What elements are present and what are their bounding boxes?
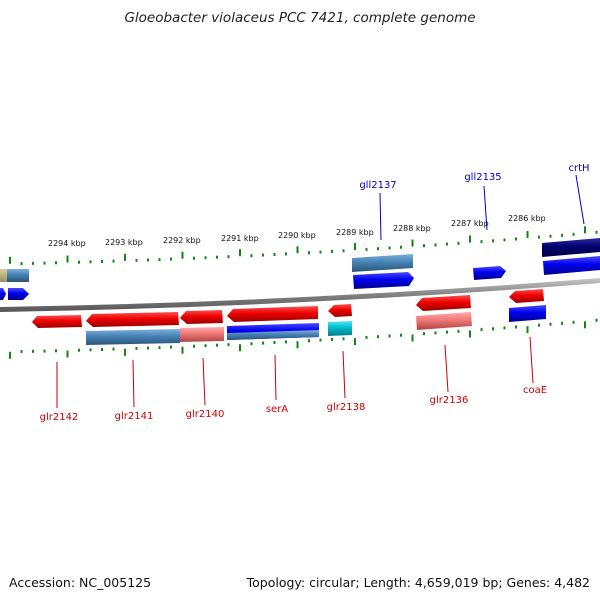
page-title: Gloeobacter violaceus PCC 7421, complete…	[124, 10, 476, 26]
gene-glr2136-arrow[interactable]	[416, 295, 471, 311]
gene-glr2140-block[interactable]	[180, 327, 224, 342]
scale-tick-label: 2288 kbp	[393, 224, 431, 233]
gene-blue-fragment-a[interactable]	[0, 288, 6, 300]
reverse-strand-genes	[32, 289, 546, 345]
gene-glr2141-arrow[interactable]	[86, 312, 179, 327]
accession-text: Accession: NC_005125	[9, 575, 152, 590]
gene-coaE-block[interactable]	[509, 305, 546, 322]
genome-backbone	[0, 278, 600, 312]
gene-olive-fragment[interactable]	[0, 269, 7, 282]
gene-blue-fragment-b[interactable]	[8, 288, 29, 300]
gene-gll2137-arrow[interactable]	[353, 272, 414, 289]
scale-tick-label: 2290 kbp	[278, 231, 316, 240]
gene-label-glr2140[interactable]: glr2140	[186, 409, 225, 420]
scale-tick-label: 2287 kbp	[451, 219, 489, 228]
scale-tick-label: 2292 kbp	[163, 236, 201, 245]
gene-steel-fragment[interactable]	[7, 269, 29, 282]
gene-crtH-arrow[interactable]	[543, 256, 600, 275]
reverse-gene-labels: glr2142 glr2141 glr2140 serA glr2138 glr…	[40, 385, 547, 423]
gene-label-glr2142[interactable]: glr2142	[40, 412, 79, 423]
scale-tick-label: 2293 kbp	[105, 238, 143, 247]
gene-label-serA[interactable]: serA	[266, 404, 288, 415]
gene-label-glr2141[interactable]: glr2141	[115, 411, 154, 422]
topology-text: Topology: circular; Length: 4,659,019 bp…	[246, 575, 590, 590]
upper-scale-track	[9, 226, 598, 266]
gene-label-gll2135[interactable]: gll2135	[464, 172, 501, 183]
gene-glr2136-block[interactable]	[416, 312, 472, 330]
lower-scale-track	[9, 318, 598, 359]
gene-label-gll2137[interactable]: gll2137	[359, 180, 396, 191]
scale-tick-label: 2289 kbp	[336, 228, 374, 237]
gene-coaE-arrow[interactable]	[509, 289, 544, 303]
gene-crtH-block[interactable]	[542, 238, 600, 257]
forward-strand-genes	[0, 238, 600, 300]
gene-gll2137-block[interactable]	[352, 254, 413, 272]
scale-labels: 2294 kbp 2293 kbp 2292 kbp 2291 kbp 2290…	[48, 214, 546, 248]
gene-serA-arrow[interactable]	[227, 306, 318, 322]
scale-tick-label: 2291 kbp	[221, 234, 259, 243]
gene-glr2141-block[interactable]	[86, 329, 180, 345]
label-leader-lines	[56, 174, 585, 408]
gene-serA-block-stripe	[227, 330, 319, 340]
gene-label-glr2138[interactable]: glr2138	[327, 402, 366, 413]
scale-tick-label: 2294 kbp	[48, 239, 86, 248]
gene-glr2142-arrow[interactable]	[32, 315, 82, 328]
gene-gll2135-arrow[interactable]	[473, 266, 506, 280]
gene-glr2138-block[interactable]	[328, 321, 352, 336]
forward-gene-labels: gll2137 gll2135 crtH	[359, 163, 589, 191]
scale-tick-label: 2286 kbp	[508, 214, 546, 223]
gene-label-crtH[interactable]: crtH	[568, 163, 589, 174]
gene-glr2140-arrow[interactable]	[180, 310, 223, 324]
gene-label-coaE[interactable]: coaE	[523, 385, 547, 396]
gene-label-glr2136[interactable]: glr2136	[430, 395, 469, 406]
gene-glr2138-arrow[interactable]	[328, 304, 352, 317]
